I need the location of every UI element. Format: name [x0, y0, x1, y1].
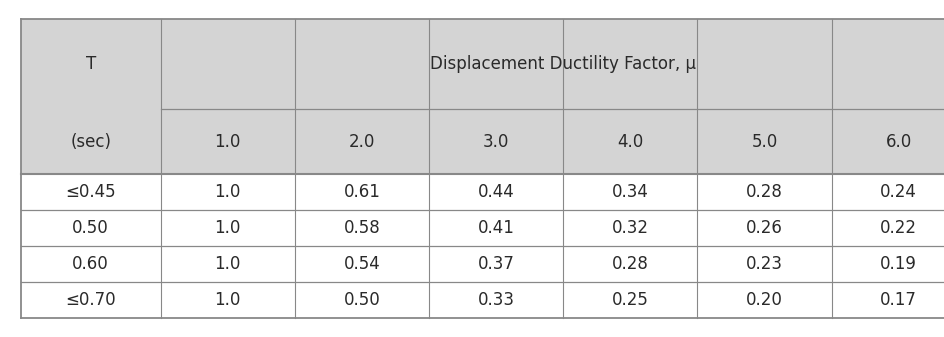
Text: ≤0.45: ≤0.45: [65, 183, 116, 202]
Text: 0.33: 0.33: [477, 292, 514, 309]
Text: 0.28: 0.28: [611, 255, 649, 274]
Text: 0.61: 0.61: [343, 183, 380, 202]
Text: 1.0: 1.0: [214, 132, 241, 151]
Text: 0.41: 0.41: [477, 219, 514, 238]
Text: 1.0: 1.0: [214, 219, 241, 238]
Text: 0.26: 0.26: [745, 219, 783, 238]
Text: 0.23: 0.23: [745, 255, 783, 274]
Text: 0.19: 0.19: [879, 255, 917, 274]
Text: 0.22: 0.22: [879, 219, 917, 238]
Text: 0.58: 0.58: [344, 219, 379, 238]
Text: 1.0: 1.0: [214, 183, 241, 202]
Text: 0.24: 0.24: [879, 183, 917, 202]
Bar: [160, 109, 944, 175]
Text: 0.25: 0.25: [611, 292, 649, 309]
Text: ≤0.70: ≤0.70: [65, 292, 116, 309]
Text: 0.17: 0.17: [879, 292, 917, 309]
Text: 0.28: 0.28: [745, 183, 783, 202]
Text: 0.20: 0.20: [745, 292, 783, 309]
Text: 6.0: 6.0: [885, 132, 911, 151]
Text: 0.34: 0.34: [611, 183, 649, 202]
Text: (sec): (sec): [70, 132, 111, 151]
Text: 2.0: 2.0: [348, 132, 375, 151]
Text: T: T: [86, 55, 95, 72]
Text: 0.32: 0.32: [611, 219, 649, 238]
Text: 5.0: 5.0: [750, 132, 777, 151]
Text: 0.50: 0.50: [344, 292, 379, 309]
Bar: [21, 19, 160, 175]
Text: 0.60: 0.60: [73, 255, 109, 274]
Text: 3.0: 3.0: [482, 132, 509, 151]
Text: 0.37: 0.37: [477, 255, 514, 274]
Text: Displacement Ductility Factor, μ: Displacement Ductility Factor, μ: [430, 55, 696, 72]
Text: 1.0: 1.0: [214, 292, 241, 309]
Text: 1.0: 1.0: [214, 255, 241, 274]
Text: 0.54: 0.54: [344, 255, 379, 274]
Text: 0.50: 0.50: [73, 219, 109, 238]
Text: 4.0: 4.0: [616, 132, 643, 151]
Bar: [160, 19, 944, 109]
Text: 0.44: 0.44: [478, 183, 514, 202]
